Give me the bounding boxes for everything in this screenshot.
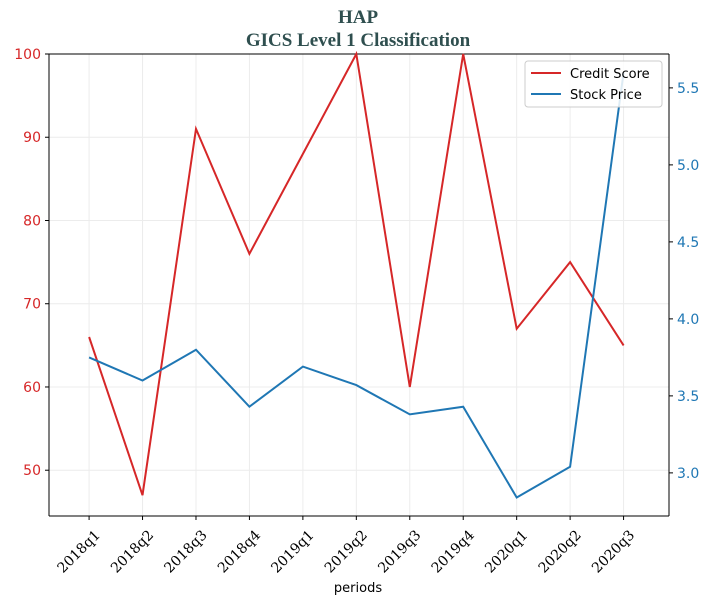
x-tick-label: 2018q1 [55,527,104,576]
x-tick-label: 2018q2 [108,527,157,576]
y-tick-label-left: 70 [23,297,41,313]
legend: Credit Score Stock Price [524,60,663,108]
chart-title: HAP [338,7,379,28]
y-tick-label-right: 3.0 [677,466,699,482]
y-tick-label-right: 3.5 [677,389,699,405]
legend-label-credit-score: Credit Score [570,67,650,82]
grid [49,53,669,516]
legend-label-stock-price: Stock Price [570,88,642,103]
y-tick-label-left: 90 [23,130,41,146]
y-tick-label-right: 5.0 [677,158,699,174]
x-tick-label: 2020q3 [589,527,638,576]
x-tick-label: 2018q4 [215,527,264,576]
x-tick-label: 2020q2 [536,527,585,576]
chart-subtitle: GICS Level 1 Classification [246,30,471,51]
y-tick-label-right: 5.5 [677,81,699,97]
y-tick-label-left: 50 [23,463,41,479]
x-tick-label: 2019q2 [322,527,371,576]
y-tick-label-left: 80 [23,213,41,229]
x-tick-label: 2019q1 [268,527,317,576]
x-tick-label: 2019q4 [429,527,478,576]
y-tick-label-left: 60 [23,380,41,396]
x-axis-label: periods [334,581,382,596]
x-tick-label: 2018q3 [161,527,210,576]
x-tick-label: 2020q1 [482,527,531,576]
y-tick-label-right: 4.0 [677,312,699,328]
axes [45,53,673,520]
x-tick-label: 2019q3 [375,527,424,576]
y-tick-label-right: 4.5 [677,235,699,251]
y-tick-label-left: 100 [14,47,41,63]
series-lines [88,50,625,499]
